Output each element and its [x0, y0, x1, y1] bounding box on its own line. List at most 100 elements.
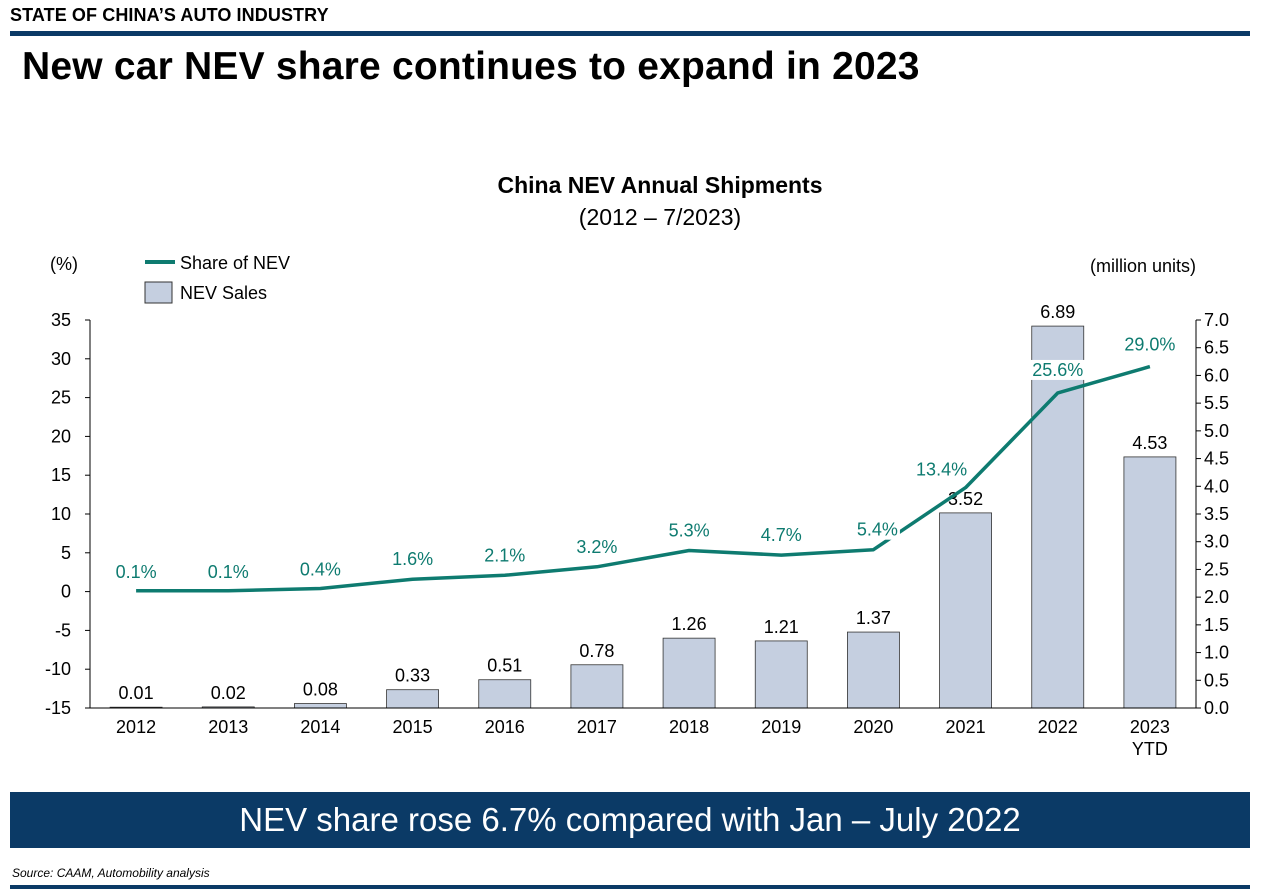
bar-nev-sales	[386, 689, 439, 709]
bar-nev-sales	[662, 637, 716, 709]
x-tick-label: 2023	[1130, 717, 1170, 737]
share-label-backing	[390, 549, 436, 570]
share-label-backing	[758, 525, 804, 546]
share-label-backing	[205, 561, 251, 582]
bar-value-label: 0.08	[303, 680, 338, 700]
bar-nev-sales	[294, 703, 347, 709]
legend-line-label: Share of NEV	[180, 253, 290, 273]
x-tick-label: YTD	[1132, 739, 1168, 759]
x-tick-label: 2020	[853, 717, 893, 737]
bar-nev-sales	[754, 640, 808, 709]
share-value-label: 0.1%	[116, 562, 157, 582]
right-tick-label: 2.5	[1204, 559, 1229, 579]
x-tick-label: 2013	[208, 717, 248, 737]
left-tick-label: 30	[51, 349, 71, 369]
left-tick-label: -5	[55, 620, 71, 640]
x-tick-label: 2017	[577, 717, 617, 737]
left-tick-label: -15	[45, 698, 71, 718]
right-tick-label: 3.0	[1204, 532, 1229, 552]
x-tick-label: 2015	[393, 717, 433, 737]
left-tick-label: 35	[51, 310, 71, 330]
bar-value-label: 0.33	[395, 666, 430, 686]
summary-banner-text: NEV share rose 6.7% compared with Jan – …	[239, 801, 1021, 838]
right-tick-label: 7.0	[1204, 310, 1229, 330]
share-label-backing	[1030, 359, 1086, 380]
bar-nev-sales	[570, 664, 624, 709]
left-tick-label: 5	[61, 543, 71, 563]
left-tick-label: 0	[61, 582, 71, 602]
right-tick-label: 3.5	[1204, 504, 1229, 524]
bar-value-label: 0.01	[119, 683, 154, 703]
share-value-label: 3.2%	[576, 537, 617, 557]
x-tick-label: 2014	[300, 717, 340, 737]
x-tick-label: 2019	[761, 717, 801, 737]
bar-value-label: 0.78	[579, 641, 614, 661]
bar-value-label: 4.53	[1132, 433, 1167, 453]
legend-bar-label: NEV Sales	[180, 283, 267, 303]
share-label-backing	[297, 559, 343, 580]
right-tick-label: 0.0	[1204, 698, 1229, 718]
x-tick-label: 2021	[946, 717, 986, 737]
bar-nev-sales	[1031, 325, 1085, 709]
left-tick-label: 20	[51, 426, 71, 446]
share-value-label: 5.4%	[857, 520, 898, 540]
bar-value-label: 1.21	[764, 617, 799, 637]
share-label-backing	[1122, 334, 1178, 355]
share-label-backing	[574, 536, 620, 557]
share-value-label: 13.4%	[916, 460, 967, 480]
share-value-label: 0.4%	[300, 559, 341, 579]
share-label-backing	[914, 459, 970, 480]
share-value-label: 29.0%	[1124, 335, 1175, 355]
bar-nev-sales	[1123, 456, 1177, 709]
nev-chart: China NEV Annual Shipments (2012 – 7/2023…	[45, 172, 1229, 759]
right-axis-label: (million units)	[1090, 256, 1196, 276]
page-title: New car NEV share continues to expand in…	[22, 45, 920, 88]
bar-value-label: 1.37	[856, 608, 891, 628]
bar-value-label: 3.52	[948, 489, 983, 509]
right-tick-label: 1.0	[1204, 643, 1229, 663]
left-axis-label: (%)	[50, 254, 78, 274]
bar-nev-sales	[478, 679, 532, 709]
left-tick-label: -10	[45, 659, 71, 679]
top-rule	[10, 31, 1250, 36]
left-tick-label: 10	[51, 504, 71, 524]
bar-nev-sales	[939, 512, 992, 709]
x-tick-label: 2016	[485, 717, 525, 737]
section-label: STATE OF CHINA’S AUTO INDUSTRY	[10, 5, 329, 25]
right-tick-label: 0.5	[1204, 670, 1229, 690]
share-value-label: 2.1%	[484, 545, 525, 565]
left-tick-label: 25	[51, 388, 71, 408]
share-label-backing	[666, 520, 712, 541]
bar-nev-sales	[847, 631, 900, 709]
left-tick-label: 15	[51, 465, 71, 485]
x-tick-label: 2022	[1038, 717, 1078, 737]
right-tick-label: 6.0	[1204, 365, 1229, 385]
share-label-backing	[854, 519, 900, 540]
x-tick-label: 2018	[669, 717, 709, 737]
share-label-backing	[113, 561, 159, 582]
share-value-label: 0.1%	[208, 562, 249, 582]
right-tick-label: 5.0	[1204, 421, 1229, 441]
summary-banner: NEV share rose 6.7% compared with Jan – …	[10, 792, 1250, 848]
right-tick-label: 5.5	[1204, 393, 1229, 413]
share-value-label: 5.3%	[669, 520, 710, 540]
share-value-label: 25.6%	[1032, 360, 1083, 380]
bottom-rule	[10, 885, 1250, 889]
source-note: Source: CAAM, Automobility analysis	[12, 866, 210, 880]
right-tick-label: 4.5	[1204, 449, 1229, 469]
right-tick-label: 4.0	[1204, 476, 1229, 496]
share-value-label: 4.7%	[761, 525, 802, 545]
right-tick-label: 6.5	[1204, 338, 1229, 358]
bar-value-label: 6.89	[1040, 302, 1075, 322]
legend-bar-swatch	[144, 281, 173, 304]
share-label-backing	[482, 545, 528, 566]
bar-value-label: 1.26	[672, 614, 707, 634]
chart-subtitle: (2012 – 7/2023)	[579, 204, 741, 230]
share-value-label: 1.6%	[392, 549, 433, 569]
share-line	[136, 364, 1151, 593]
right-tick-label: 2.0	[1204, 587, 1229, 607]
chart-title: China NEV Annual Shipments	[497, 172, 822, 198]
x-tick-label: 2012	[116, 717, 156, 737]
bar-value-label: 0.02	[211, 683, 246, 703]
bar-value-label: 0.51	[487, 656, 522, 676]
